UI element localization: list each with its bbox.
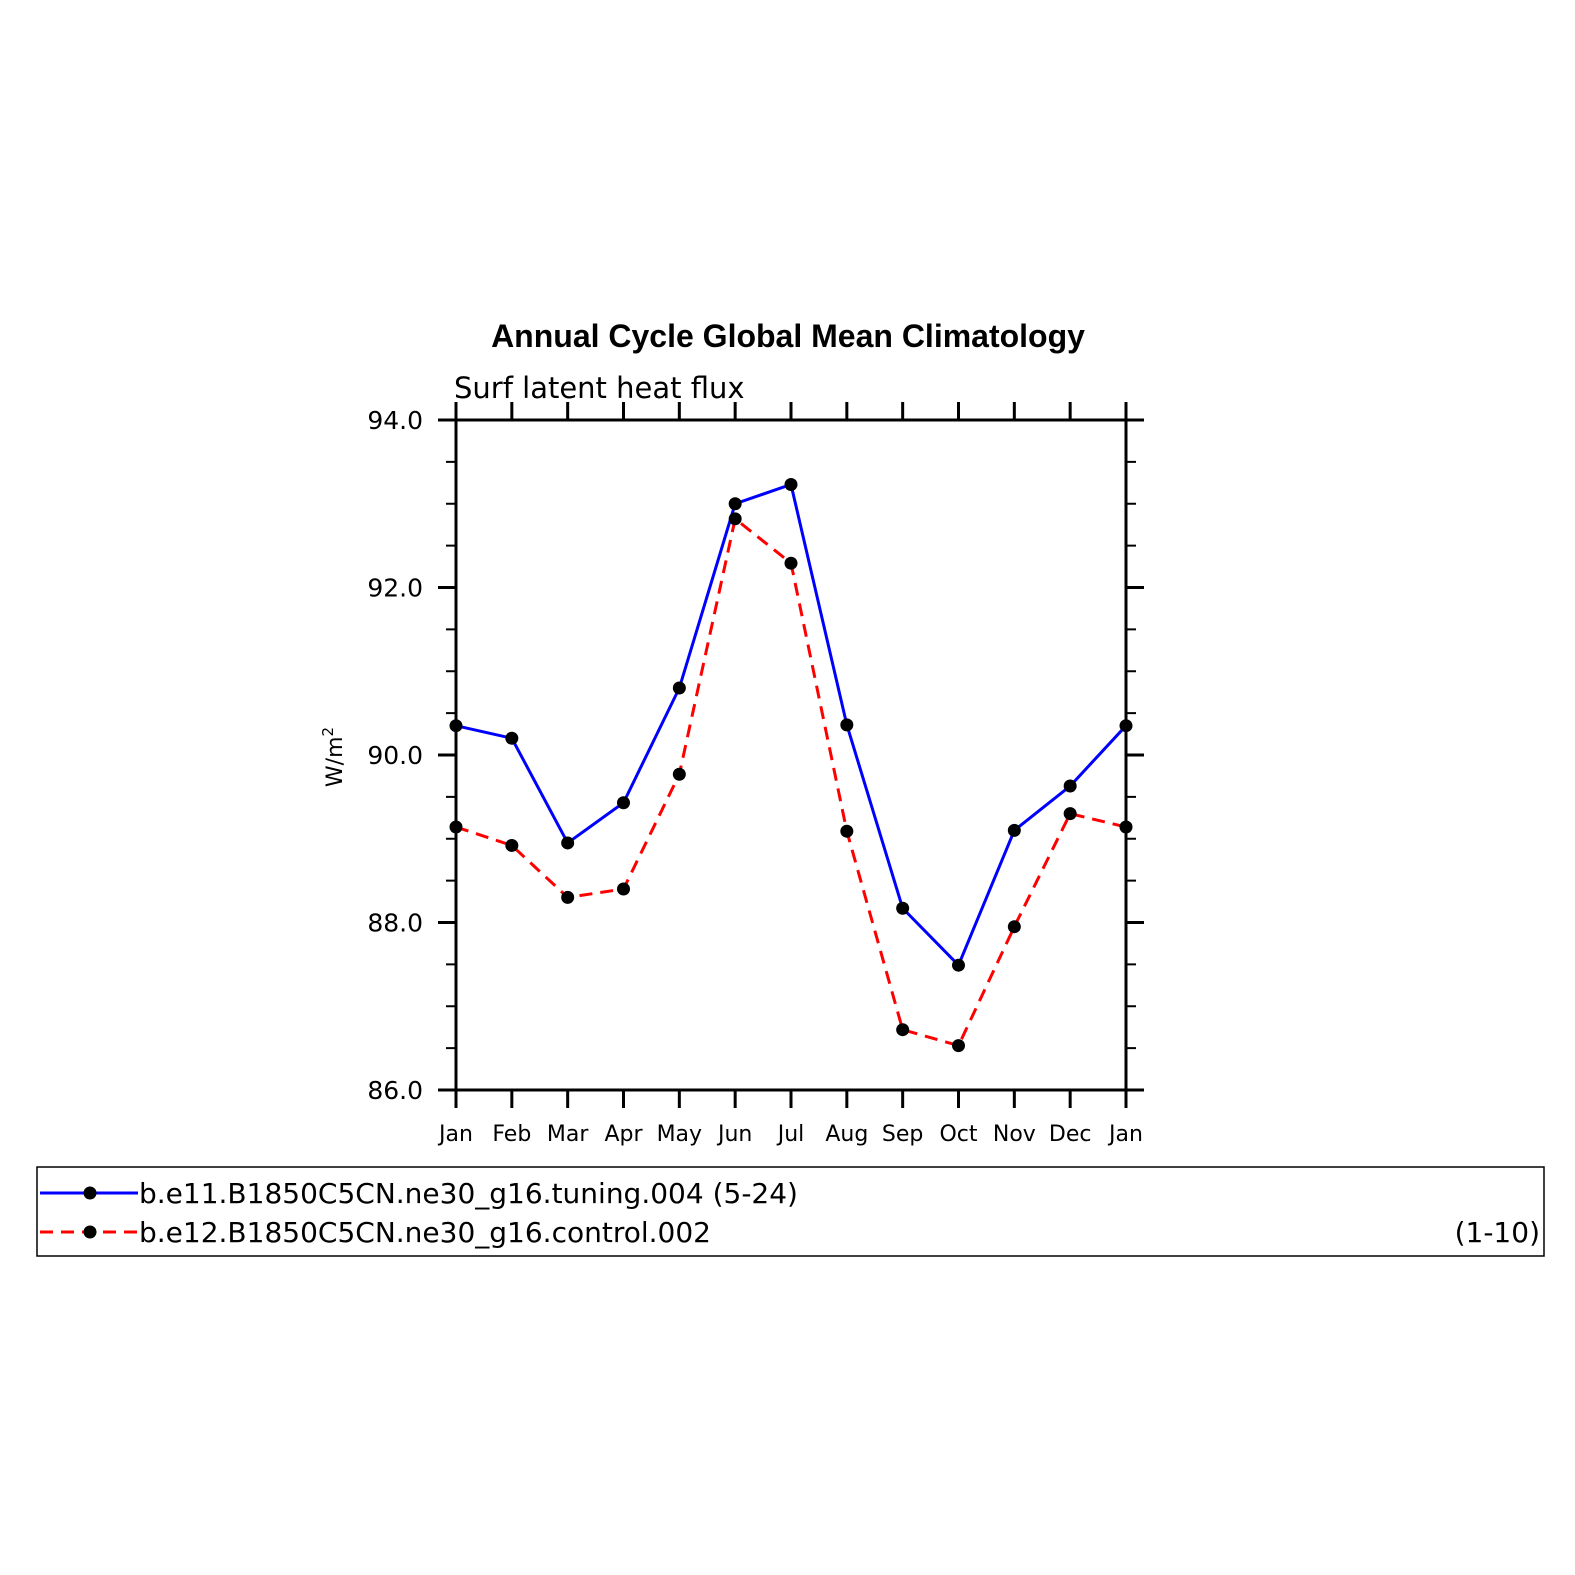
legend-box — [36, 1166, 1545, 1257]
y-axis-label-unit: W/m — [323, 736, 348, 787]
x-tick-label: Oct — [939, 1122, 977, 1147]
legend-marker-1 — [83, 1186, 97, 1200]
series-2-point — [449, 820, 463, 834]
x-tick-label: Mar — [547, 1122, 589, 1147]
series-1-point — [672, 681, 686, 695]
y-axis-label: W/m2 — [319, 727, 348, 787]
x-tick-label: Dec — [1049, 1122, 1092, 1147]
series-2-point — [617, 882, 630, 896]
series-2-point — [561, 890, 575, 904]
series-1-point — [728, 497, 742, 511]
x-tick-label: Jan — [437, 1122, 473, 1147]
legend-label-2: b.e12.B1850C5CN.ne30_g16.control.002 — [139, 1216, 711, 1249]
series-line-2 — [455, 516, 1127, 1048]
series-1-point — [449, 719, 463, 733]
series-1-point — [840, 718, 854, 732]
series-2-point — [896, 1023, 910, 1037]
series-2-point — [672, 767, 686, 781]
series-2-point — [728, 512, 742, 526]
x-tick-labels: Jan Feb Mar Apr May Jun Jul Aug Sep Oct Nov Dec Jan — [437, 1122, 1143, 1147]
legend-marker-2 — [83, 1225, 97, 1239]
chart-subtitle: Surf latent heat flux — [454, 371, 745, 405]
x-tick-label: May — [657, 1122, 702, 1147]
series-1-point — [784, 477, 798, 491]
series-2-point — [952, 1039, 965, 1053]
series-1-point — [896, 901, 910, 915]
series-1-point — [952, 958, 965, 972]
series-line-1 — [455, 482, 1128, 968]
series-1-point — [1007, 823, 1021, 837]
x-tick-label: Apr — [604, 1122, 643, 1147]
x-tick-label: Jan — [1107, 1122, 1143, 1147]
y-tick-label: 88.0 — [367, 909, 423, 938]
series-1-point — [1063, 779, 1077, 793]
x-tick-label: Jun — [716, 1122, 752, 1147]
plot-frame — [454, 418, 1128, 1092]
x-tick-label: Jul — [776, 1122, 805, 1147]
x-tick-label: Sep — [882, 1122, 923, 1147]
legend: b.e11.B1850C5CN.ne30_g16.tuning.004 (5-2… — [40, 1177, 1540, 1249]
series-2-point — [784, 556, 798, 570]
series-2-point — [1007, 920, 1021, 934]
series-1-point — [505, 731, 519, 745]
x-tick-label: Aug — [825, 1122, 868, 1147]
x-tick-label: Feb — [492, 1122, 531, 1147]
y-tick-label: 90.0 — [367, 741, 423, 770]
ticks-layer — [438, 402, 1144, 1108]
series-2-point — [1063, 807, 1077, 821]
legend-period-2: (1-10) — [1455, 1216, 1540, 1249]
series-2-point — [505, 838, 519, 852]
y-tick-label: 86.0 — [367, 1076, 423, 1105]
series-1-point — [561, 836, 575, 850]
series-2-point — [1119, 820, 1133, 834]
x-tick-label: Nov — [993, 1122, 1036, 1147]
y-tick-label: 94.0 — [367, 406, 423, 435]
series-layer — [449, 477, 1133, 1053]
y-tick-labels: 86.0 88.0 90.0 92.0 94.0 — [367, 406, 423, 1105]
y-axis-label-superscript: 2 — [319, 727, 337, 737]
chart-title: Annual Cycle Global Mean Climatology — [491, 318, 1085, 354]
legend-label-1: b.e11.B1850C5CN.ne30_g16.tuning.004 (5-2… — [139, 1177, 798, 1210]
series-1-point — [617, 796, 630, 810]
y-tick-label: 92.0 — [367, 574, 423, 603]
series-1-point — [1119, 719, 1133, 733]
series-2-point — [840, 824, 854, 838]
